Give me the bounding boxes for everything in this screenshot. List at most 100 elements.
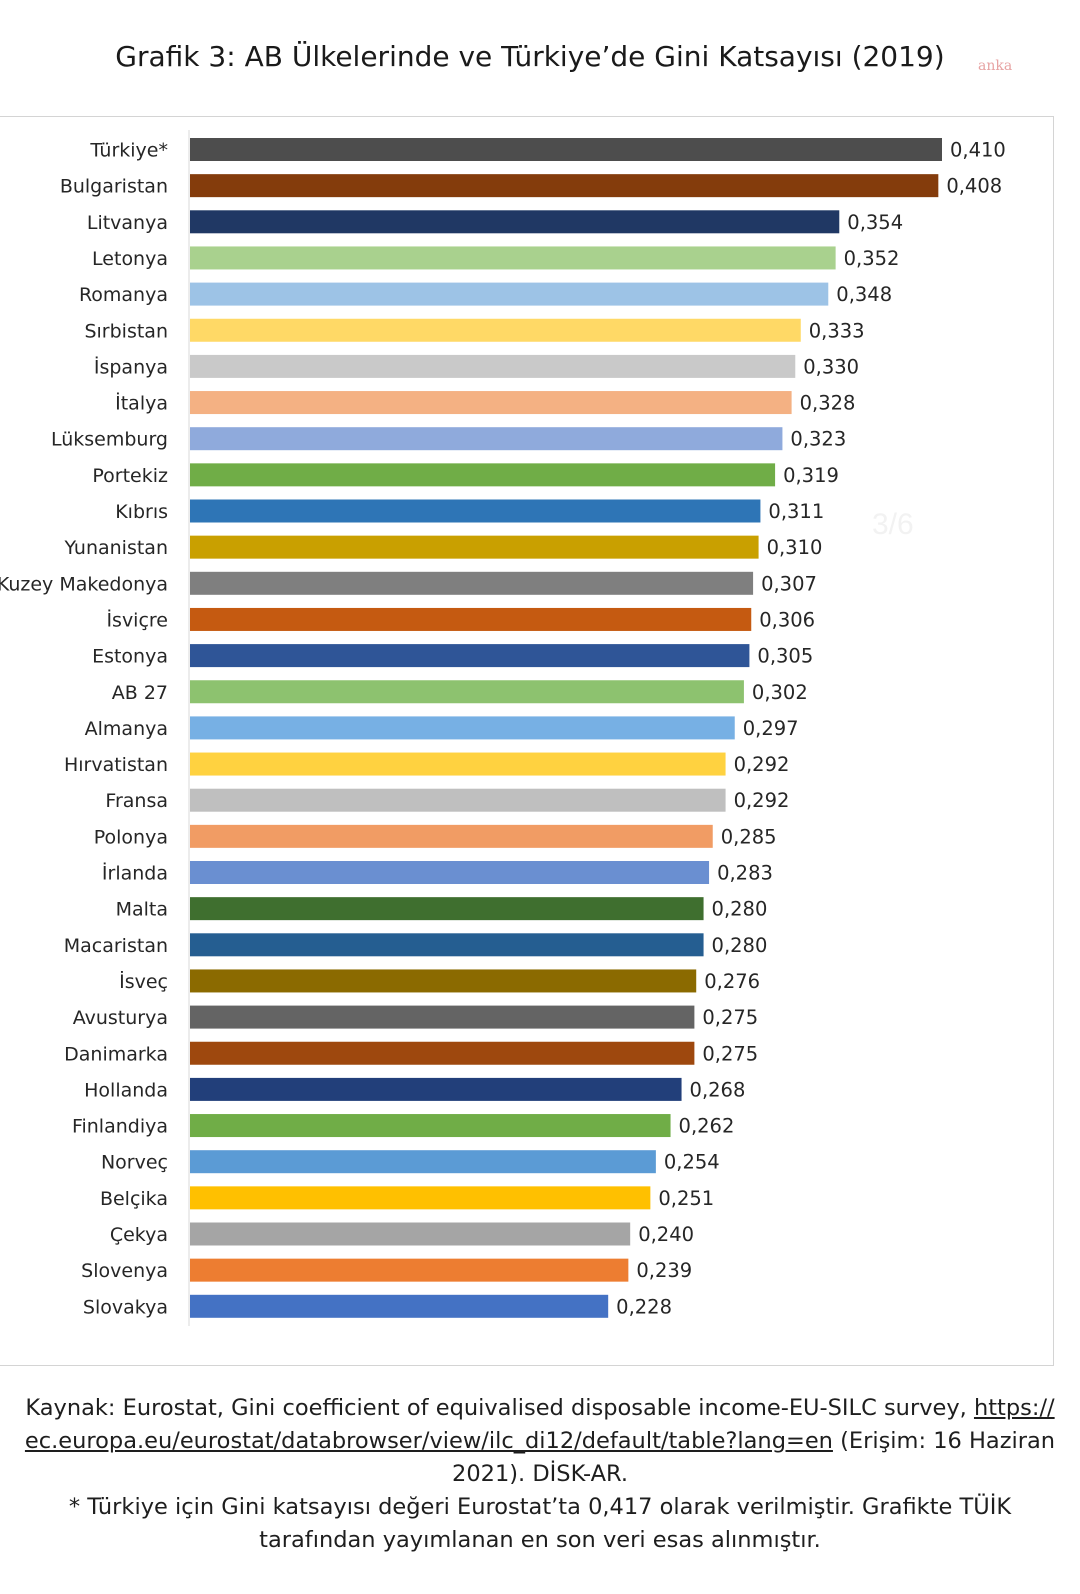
access-date: (Erişim: 16 Haziran bbox=[832, 1428, 1056, 1454]
category-label: Estonya bbox=[92, 646, 168, 668]
bar bbox=[190, 897, 704, 921]
category-label: Belçika bbox=[100, 1188, 168, 1210]
source-prefix: Kaynak: Eurostat, Gini coefficient of eq… bbox=[25, 1395, 974, 1421]
bar bbox=[190, 716, 735, 740]
category-label: Almanya bbox=[85, 718, 168, 740]
category-label: Slovakya bbox=[83, 1296, 168, 1318]
category-label: Danimarka bbox=[64, 1043, 168, 1065]
bar bbox=[190, 1150, 656, 1174]
value-label: 0,292 bbox=[734, 789, 790, 812]
source-note: Kaynak: Eurostat, Gini coefficient of eq… bbox=[0, 1392, 1080, 1557]
bar bbox=[190, 1077, 682, 1101]
value-label: 0,292 bbox=[734, 753, 790, 776]
category-label: Hollanda bbox=[84, 1079, 168, 1101]
value-label: 0,328 bbox=[800, 392, 856, 415]
value-label: 0,280 bbox=[712, 934, 768, 957]
bar bbox=[190, 607, 752, 631]
bar bbox=[190, 1005, 695, 1029]
bar bbox=[190, 535, 759, 559]
category-label: Avusturya bbox=[73, 1007, 168, 1029]
category-label: Portekiz bbox=[92, 465, 168, 487]
source-line-3: 2021). DİSK-AR. bbox=[452, 1461, 628, 1487]
category-label: İspanya bbox=[94, 355, 168, 378]
bar-chart: Türkiye* 0,410 Bulgaristan 0,408 Litvanya 0,3… bbox=[0, 130, 1006, 1326]
bar bbox=[190, 571, 754, 595]
bar bbox=[190, 1041, 695, 1065]
value-label: 0,333 bbox=[809, 319, 865, 342]
category-label: Hırvatistan bbox=[64, 754, 168, 776]
bar bbox=[190, 933, 704, 957]
value-label: 0,251 bbox=[658, 1187, 714, 1210]
chart-title: Grafik 3: AB Ülkelerinde ve Türkiye’de G… bbox=[115, 40, 945, 73]
bar bbox=[190, 824, 713, 848]
chart-frame bbox=[0, 116, 1054, 1366]
category-label: Slovenya bbox=[81, 1260, 168, 1282]
value-label: 0,311 bbox=[768, 500, 824, 523]
bar bbox=[190, 1258, 629, 1282]
bar bbox=[190, 1222, 631, 1246]
value-label: 0,262 bbox=[679, 1115, 735, 1138]
value-label: 0,348 bbox=[836, 283, 892, 306]
category-label: İsviçre bbox=[106, 608, 168, 631]
source-line-2: ec.europa.eu/eurostat/databrowser/view/i… bbox=[0, 1425, 1080, 1458]
bar bbox=[190, 246, 836, 270]
category-label: Macaristan bbox=[64, 935, 168, 957]
bar bbox=[190, 861, 710, 884]
bar bbox=[190, 752, 726, 776]
category-label: Finlandiya bbox=[72, 1116, 168, 1138]
source-link[interactable]: ec.europa.eu/eurostat/databrowser/view/i… bbox=[24, 1428, 833, 1454]
value-label: 0,306 bbox=[759, 608, 815, 631]
bar bbox=[190, 174, 939, 198]
value-label: 0,410 bbox=[950, 139, 1006, 162]
bar bbox=[190, 499, 761, 523]
bar bbox=[190, 1186, 651, 1210]
bar bbox=[190, 282, 829, 306]
category-label: Malta bbox=[116, 899, 168, 921]
value-label: 0,319 bbox=[783, 464, 839, 487]
value-label: 0,228 bbox=[616, 1295, 672, 1318]
category-label: Kıbrıs bbox=[115, 501, 168, 523]
category-label: Çekya bbox=[110, 1224, 168, 1246]
category-label: Litvanya bbox=[87, 212, 168, 234]
source-link-start[interactable]: https:// bbox=[973, 1395, 1055, 1421]
value-label: 0,280 bbox=[712, 898, 768, 921]
value-label: 0,283 bbox=[717, 862, 773, 885]
bar bbox=[190, 463, 776, 487]
category-label: Polonya bbox=[94, 826, 168, 848]
bar bbox=[190, 680, 744, 704]
bar bbox=[190, 644, 750, 668]
bar bbox=[190, 318, 801, 342]
category-label: İsveç bbox=[119, 970, 168, 993]
value-label: 0,276 bbox=[704, 970, 760, 993]
category-label: Bulgaristan bbox=[60, 176, 168, 198]
value-label: 0,297 bbox=[743, 717, 799, 740]
source-line-1: Kaynak: Eurostat, Gini coefficient of eq… bbox=[0, 1392, 1080, 1425]
value-label: 0,330 bbox=[803, 355, 859, 378]
watermark-logo: anka bbox=[978, 58, 1013, 74]
page-counter: 3/6 bbox=[872, 508, 914, 541]
category-label: AB 27 bbox=[112, 682, 168, 704]
value-label: 0,275 bbox=[702, 1006, 758, 1029]
value-label: 0,408 bbox=[946, 175, 1002, 198]
value-label: 0,302 bbox=[752, 681, 808, 704]
category-label: İtalya bbox=[115, 392, 168, 415]
value-label: 0,323 bbox=[790, 428, 846, 451]
category-label: Sırbistan bbox=[84, 320, 168, 342]
bar bbox=[190, 969, 697, 993]
category-label: İrlanda bbox=[102, 862, 168, 885]
value-label: 0,310 bbox=[767, 536, 823, 559]
value-label: 0,285 bbox=[721, 825, 777, 848]
value-label: 0,275 bbox=[702, 1042, 758, 1065]
bar bbox=[190, 1114, 671, 1138]
category-label: Kuzey Makedonya bbox=[0, 573, 168, 595]
category-label: Letonya bbox=[92, 248, 168, 270]
category-label: Türkiye* bbox=[89, 140, 168, 162]
value-label: 0,305 bbox=[757, 645, 813, 668]
bar bbox=[190, 1294, 609, 1318]
bar bbox=[190, 391, 792, 415]
bar bbox=[190, 788, 726, 812]
value-label: 0,239 bbox=[636, 1259, 692, 1282]
bar bbox=[190, 138, 942, 161]
value-label: 0,254 bbox=[664, 1151, 720, 1174]
